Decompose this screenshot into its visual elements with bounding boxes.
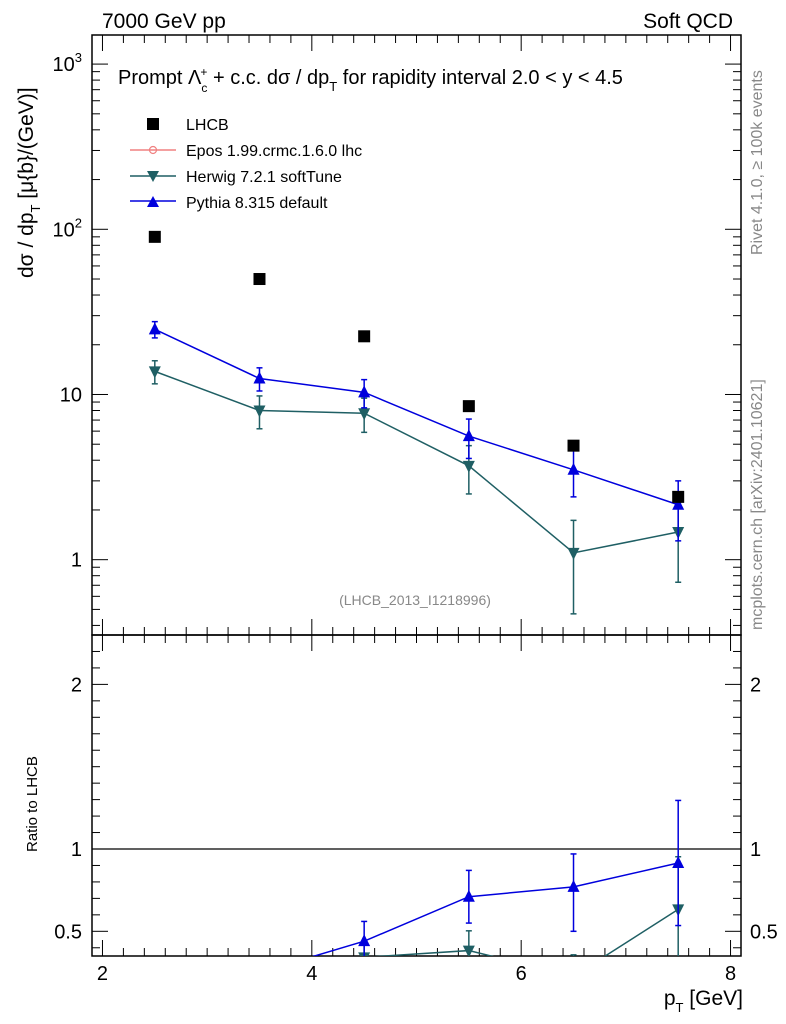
x-tick-label: 6 (516, 963, 527, 985)
xlabel: pT [GeV] (664, 987, 743, 1015)
main-y-tick-label: 1 (71, 550, 82, 572)
pythia-point (358, 385, 371, 398)
herwig-point (253, 405, 266, 418)
pythia-point (567, 879, 580, 892)
herwig-point (568, 971, 580, 983)
pythia-point (148, 322, 161, 335)
legend-marker-pythia (147, 196, 159, 207)
herwig-point (253, 982, 265, 994)
pythia-line (154, 328, 679, 506)
data-point (567, 439, 580, 452)
pythia-line (311, 862, 679, 956)
data-point (462, 400, 475, 413)
legend-marker-lhcb (147, 118, 159, 130)
herwig-point (462, 945, 475, 956)
pythia-point (462, 889, 475, 902)
x-tick-label: 8 (725, 963, 736, 985)
herwig-point (358, 408, 371, 421)
legend-label-herwig: Herwig 7.2.1 softTune (186, 169, 342, 186)
herwig-line (372, 908, 679, 956)
main-y-tick-label: 10 (60, 384, 82, 406)
pythia-point (462, 429, 475, 442)
ratio-y-tick-label-right: 0.5 (750, 921, 778, 943)
data-point (253, 273, 266, 286)
header-right: Soft QCD (643, 10, 733, 33)
legend: LHCB Epos 1.99.crmc.1.6.0 lhc Herwig 7.2… (130, 117, 362, 212)
data-point (358, 330, 371, 343)
main-y-tick-label: 102 (53, 215, 82, 241)
analysis-watermark: (LHCB_2013_I1218996) (339, 592, 491, 608)
pythia-point (358, 934, 371, 947)
pythia-point (149, 961, 161, 973)
pythia-point (672, 497, 685, 510)
chart-title: Prompt Λc+ + c.c. dσ / dpT for rapidity … (118, 65, 623, 95)
main-ylabel: dσ / dpT [μ{b}/(GeV)] (15, 87, 43, 278)
pythia-point (567, 462, 580, 475)
data-point (672, 490, 685, 503)
legend-marker-epos (148, 145, 158, 155)
legend-label-pythia: Pythia 8.315 default (186, 195, 328, 212)
herwig-line (154, 370, 679, 554)
x-tick-label: 4 (306, 963, 317, 985)
ratio-axis-ticks: 2 4 6 8 0.5 0.5 1 1 2 2 (54, 650, 778, 985)
legend-label-epos: Epos 1.99.crmc.1.6.0 lhc (186, 143, 362, 160)
header-left: 7000 GeV pp (102, 10, 226, 33)
pythia-point (253, 371, 266, 384)
data-point (148, 230, 161, 243)
legend-label-lhcb: LHCB (186, 117, 229, 134)
ratio-y-tick-label: 0.5 (54, 921, 82, 943)
x-tick-label: 2 (97, 963, 108, 985)
main-axis-ticks: 1 10 102 103 (53, 35, 741, 956)
ratio-y-tick-label-right: 1 (750, 839, 761, 861)
ratio-series (149, 799, 685, 995)
herwig-point (567, 547, 580, 560)
ratio-frame (91, 634, 742, 957)
ratio-ylabel: Ratio to LHCB (24, 756, 41, 852)
herwig-point (462, 460, 475, 473)
ratio-y-tick-label: 2 (71, 674, 82, 696)
mcplots-label: mcplots.cern.ch [arXiv:2401.10621] (749, 379, 766, 630)
ratio-y-tick-label-right: 2 (750, 674, 761, 696)
main-y-tick-label: 103 (53, 50, 82, 76)
pythia-point (253, 965, 265, 977)
legend-marker-herwig (147, 171, 159, 182)
ratio-y-tick-label: 1 (71, 839, 82, 861)
main-series (148, 230, 685, 615)
pythia-point (672, 855, 685, 868)
rivet-label: Rivet 4.1.0, ≥ 100k events (749, 70, 766, 255)
herwig-point (149, 983, 161, 995)
herwig-point (148, 366, 161, 379)
